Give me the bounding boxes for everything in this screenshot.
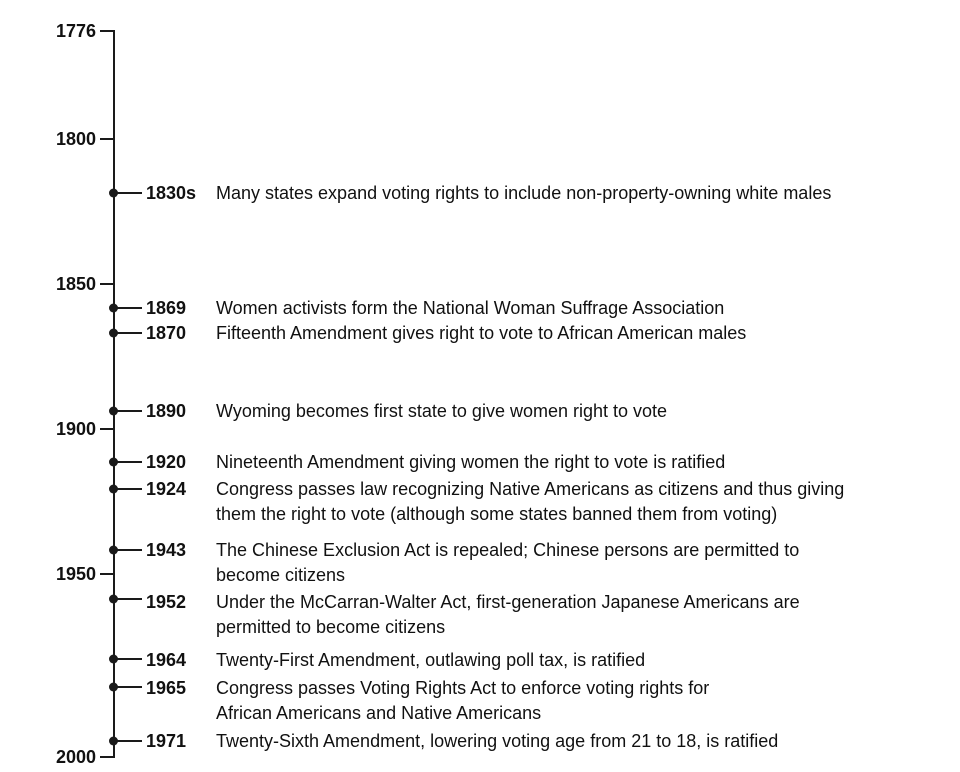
event-description-line: Twenty-First Amendment, outlawing poll t… <box>216 650 646 670</box>
event-description-line: Under the McCarran-Walter Act, first-gen… <box>216 592 800 612</box>
event-year: 1943 <box>146 540 187 560</box>
event-year: 1952 <box>146 592 187 612</box>
event-connector <box>114 686 142 688</box>
event-description: The Chinese Exclusion Act is repealed; C… <box>216 538 916 588</box>
axis-tick-1950 <box>100 573 114 575</box>
event-description-line: African Americans and Native Americans <box>216 703 542 723</box>
event-connector <box>114 410 142 412</box>
event-marker-dot <box>109 654 118 664</box>
axis-tick-1800 <box>100 138 114 140</box>
event-connector <box>114 658 142 660</box>
event-connector <box>114 192 142 194</box>
event-description-line: become citizens <box>216 565 346 585</box>
event-year: 1830s <box>146 183 197 203</box>
event-marker-dot <box>109 545 118 555</box>
event-marker-dot <box>109 303 118 313</box>
event-description: Fifteenth Amendment gives right to vote … <box>216 321 916 346</box>
event-year: 1870 <box>146 323 187 343</box>
event-marker-dot <box>109 736 118 746</box>
axis-label-1800: 1800 <box>55 129 96 149</box>
event-year: 1890 <box>146 401 187 421</box>
event-description: Congress passes Voting Rights Act to enf… <box>216 676 916 726</box>
event-description: Twenty-First Amendment, outlawing poll t… <box>216 648 916 673</box>
axis-tick-1850 <box>100 283 114 285</box>
event-year: 1869 <box>146 298 187 318</box>
event-description: Women activists form the National Woman … <box>216 296 916 321</box>
axis-label-1950: 1950 <box>55 564 96 584</box>
event-marker-dot <box>109 682 118 692</box>
event-description: Nineteenth Amendment giving women the ri… <box>216 450 916 475</box>
event-marker-dot <box>109 406 118 416</box>
event-description-line: Wyoming becomes first state to give wome… <box>216 401 668 421</box>
axis-label-1850: 1850 <box>55 274 96 294</box>
event-year: 1971 <box>146 731 187 751</box>
event-description-line: Nineteenth Amendment giving women the ri… <box>216 452 726 472</box>
event-description: Wyoming becomes first state to give wome… <box>216 399 916 424</box>
axis-label-1900: 1900 <box>55 419 96 439</box>
event-connector <box>114 488 142 490</box>
event-description-line: Twenty-Sixth Amendment, lowering voting … <box>216 731 779 751</box>
axis-tick-1776 <box>100 30 114 32</box>
axis-label-1776: 1776 <box>55 21 96 41</box>
event-connector <box>114 598 142 600</box>
event-description: Twenty-Sixth Amendment, lowering voting … <box>216 729 916 754</box>
event-year: 1924 <box>146 479 187 499</box>
event-description: Many states expand voting rights to incl… <box>216 181 916 206</box>
event-marker-dot <box>109 457 118 467</box>
event-connector <box>114 461 142 463</box>
event-year: 1965 <box>146 678 187 698</box>
event-description-line: permitted to become citizens <box>216 617 446 637</box>
event-marker-dot <box>109 594 118 604</box>
axis-label-2000: 2000 <box>55 747 96 767</box>
event-description-line: Congress passes law recognizing Native A… <box>216 479 845 499</box>
event-marker-dot <box>109 328 118 338</box>
axis-tick-1900 <box>100 428 114 430</box>
event-description-line: The Chinese Exclusion Act is repealed; C… <box>216 540 800 560</box>
event-year: 1920 <box>146 452 187 472</box>
event-marker-dot <box>109 484 118 494</box>
event-connector <box>114 740 142 742</box>
event-description: Congress passes law recognizing Native A… <box>216 477 916 527</box>
event-connector <box>114 307 142 309</box>
event-year: 1964 <box>146 650 187 670</box>
event-marker-dot <box>109 188 118 198</box>
event-connector <box>114 549 142 551</box>
event-description-line: Women activists form the National Woman … <box>216 298 725 318</box>
event-description-line: Congress passes Voting Rights Act to enf… <box>216 678 710 698</box>
timeline-axis <box>113 30 115 758</box>
event-description-line: Many states expand voting rights to incl… <box>216 183 832 203</box>
event-description-line: Fifteenth Amendment gives right to vote … <box>216 323 747 343</box>
axis-tick-2000 <box>100 756 114 758</box>
event-description: Under the McCarran-Walter Act, first-gen… <box>216 590 916 640</box>
event-description-line: them the right to vote (although some st… <box>216 504 778 524</box>
event-connector <box>114 332 142 334</box>
